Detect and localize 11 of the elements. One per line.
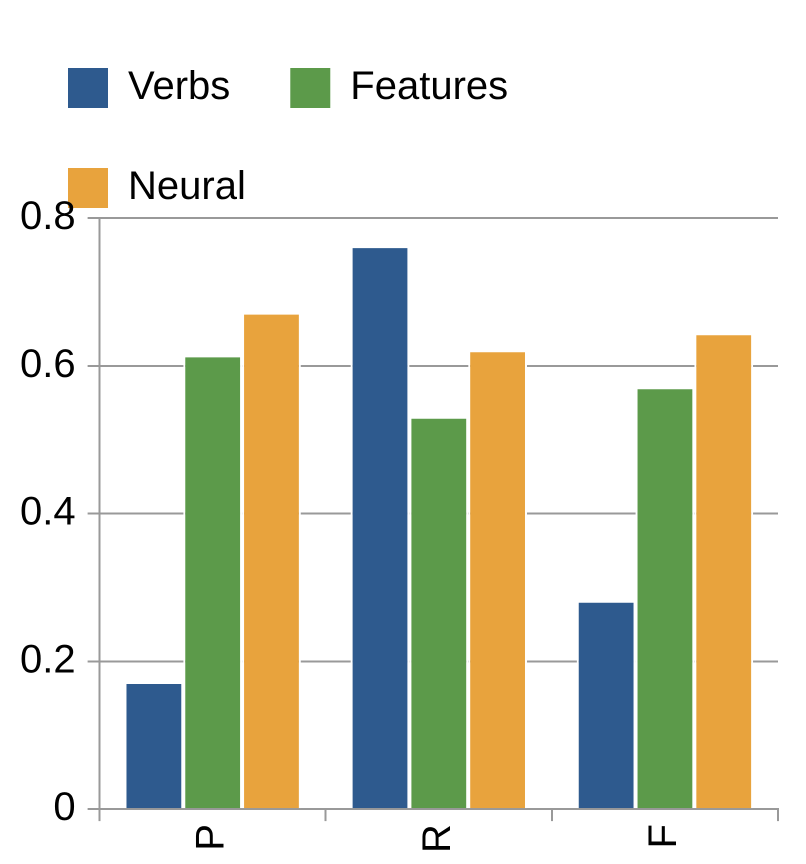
y-tick-label: 0.4 [20,490,76,534]
legend-label: Verbs [128,64,230,108]
y-tick-label: 0.8 [20,194,76,238]
y-tick-label: 0.6 [20,342,76,386]
legend-label: Neural [128,164,246,208]
y-tick-label: 0.2 [20,637,76,682]
y-tick-label: 0 [53,785,76,830]
x-tick-label: F [640,824,685,849]
legend-label: Features [350,64,508,108]
x-tick-label: P [188,824,233,851]
x-tick-label: R [414,824,459,854]
